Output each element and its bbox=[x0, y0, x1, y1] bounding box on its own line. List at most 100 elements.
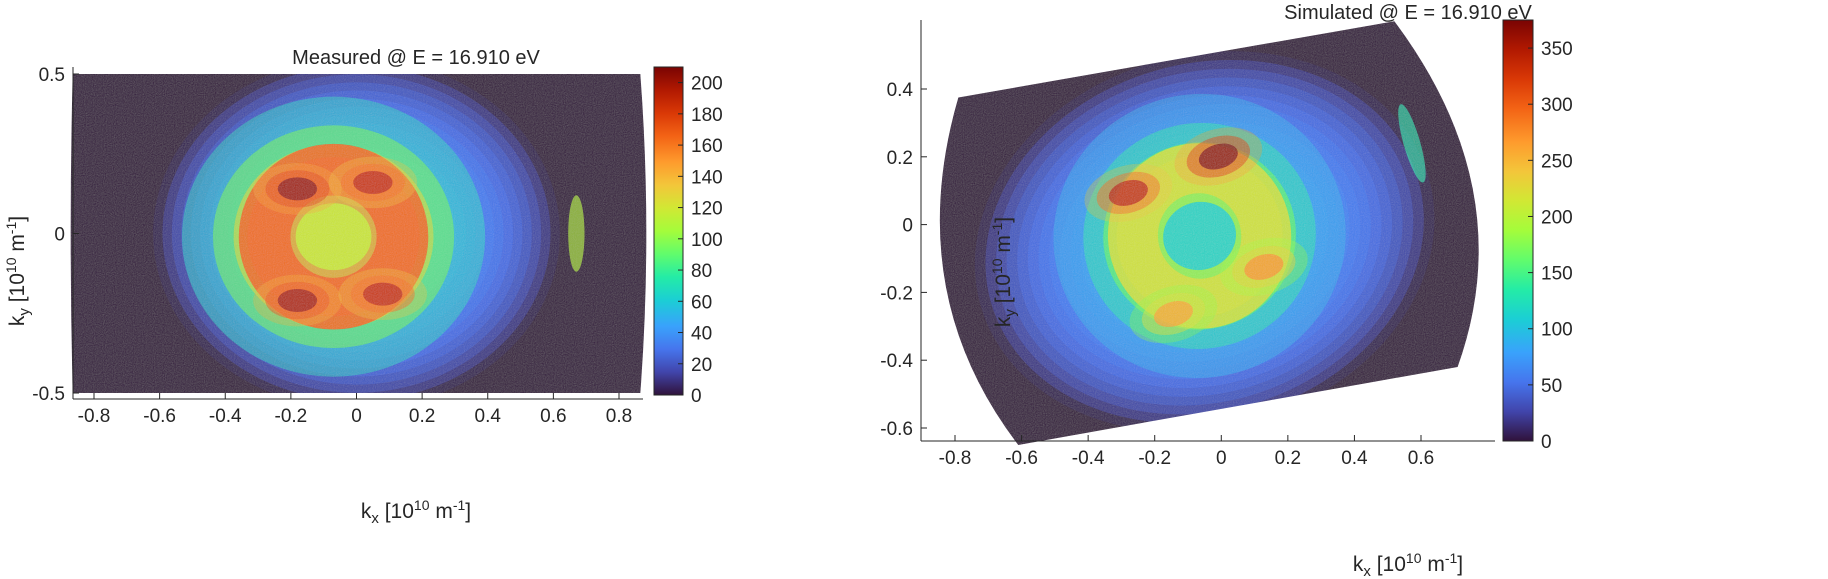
label-unit-exp: -1 bbox=[453, 497, 466, 513]
x-tick-label: 0.6 bbox=[1408, 448, 1434, 469]
label-unit-exp: -1 bbox=[989, 223, 1005, 236]
colorbar-tick-label: 100 bbox=[1541, 320, 1573, 341]
colorbar-tick-label: 100 bbox=[691, 230, 723, 251]
colorbar-tick-label: 350 bbox=[1541, 39, 1573, 60]
label-sub: x bbox=[1363, 563, 1371, 579]
label-exp: 10 bbox=[414, 497, 430, 513]
x-tick-label: 0 bbox=[1216, 448, 1227, 469]
simulated-y-label: ky [1010 m-1] bbox=[989, 217, 1019, 327]
label-unit-prefix: [10 bbox=[6, 273, 29, 308]
colorbar-tick-label: 0 bbox=[1541, 432, 1552, 453]
x-tick-label: 0.2 bbox=[409, 406, 435, 427]
label-exp: 10 bbox=[1406, 550, 1422, 566]
edge-highlight bbox=[568, 195, 585, 272]
label-close: ] bbox=[465, 500, 471, 523]
label-exp: 10 bbox=[3, 257, 19, 273]
simulated-y-ticks: -0.6 -0.4 -0.2 0 0.2 0.4 bbox=[880, 80, 927, 440]
x-tick-label: -0.8 bbox=[939, 448, 972, 469]
y-tick-label: -0.6 bbox=[880, 419, 913, 440]
measured-x-label: kx [1010 m-1] bbox=[361, 497, 471, 527]
x-tick-label: 0.4 bbox=[1341, 448, 1368, 469]
simulated-x-label: kx [1010 m-1] bbox=[1353, 550, 1463, 579]
edge-highlight bbox=[1398, 104, 1426, 183]
label-base: k bbox=[992, 316, 1015, 327]
colorbar-tick-label: 160 bbox=[691, 136, 723, 157]
colorbar-tick-label: 300 bbox=[1541, 95, 1573, 116]
colorbar-tick-label: 250 bbox=[1541, 151, 1573, 172]
label-close: ] bbox=[1457, 553, 1463, 576]
x-tick-label: 0.8 bbox=[606, 406, 632, 427]
x-tick-label: -0.2 bbox=[1138, 448, 1171, 469]
y-tick-label: 0.5 bbox=[39, 65, 65, 86]
x-tick-label: -0.6 bbox=[1005, 448, 1038, 469]
y-tick-label: -0.5 bbox=[32, 384, 65, 405]
colorbar-gradient bbox=[1502, 19, 1534, 442]
y-tick-label: -0.4 bbox=[880, 351, 913, 372]
x-tick-label: 0.4 bbox=[475, 406, 502, 427]
label-close: ] bbox=[6, 216, 29, 222]
label-unit: m bbox=[6, 234, 29, 257]
simulated-panel: Simulated @ E = 16.910 eV -0.8 -0.6 -0.4 -0… bbox=[880, 2, 1573, 579]
colorbar-tick-label: 80 bbox=[691, 261, 712, 282]
measured-y-ticks: -0.5 0 0.5 bbox=[32, 65, 79, 405]
label-unit-exp: -1 bbox=[3, 222, 19, 235]
bright-lobe bbox=[363, 282, 403, 306]
simulated-heatmap bbox=[939, 21, 1479, 445]
heatmap-intensity-layers bbox=[153, 74, 585, 393]
colorbar-tick-label: 0 bbox=[691, 386, 702, 407]
label-sub: y bbox=[16, 308, 33, 316]
label-unit: m bbox=[1421, 553, 1444, 576]
colorbar-tick-label: 60 bbox=[691, 292, 712, 313]
label-close: ] bbox=[992, 217, 1015, 223]
simulated-colorbar: 0 50 100 150 200 250 300 350 bbox=[1502, 19, 1573, 453]
colorbar-gradient bbox=[653, 66, 684, 396]
bright-lobe bbox=[1153, 301, 1193, 327]
measured-panel: Measured @ E = 16.910 eV -0.8 -0.6 -0.4 -0.… bbox=[3, 47, 723, 527]
bright-lobe bbox=[1108, 179, 1148, 206]
x-tick-label: -0.2 bbox=[275, 406, 308, 427]
colorbar-tick-label: 150 bbox=[1541, 264, 1573, 285]
colorbar-tick-label: 120 bbox=[691, 199, 723, 220]
colorbar-tick-label: 20 bbox=[691, 355, 712, 376]
label-unit-prefix: [10 bbox=[992, 274, 1015, 309]
y-tick-label: 0 bbox=[54, 225, 65, 246]
measured-colorbar: 0 20 40 60 80 100 120 140 160 180 200 bbox=[653, 66, 723, 407]
y-tick-label: 0 bbox=[902, 216, 913, 237]
x-tick-label: 0.6 bbox=[540, 406, 566, 427]
bright-lobe bbox=[1198, 143, 1238, 170]
bright-lobe bbox=[277, 177, 318, 201]
colorbar-tick-label: 50 bbox=[1541, 376, 1562, 397]
label-unit-exp: -1 bbox=[1445, 550, 1458, 566]
simulated-axes bbox=[920, 20, 1495, 442]
label-sub: x bbox=[371, 510, 379, 527]
y-tick-label: 0.4 bbox=[887, 80, 914, 101]
colorbar-tick-label: 140 bbox=[691, 167, 723, 188]
measured-title: Measured @ E = 16.910 eV bbox=[292, 47, 540, 69]
heatmap-intensity-layers bbox=[974, 51, 1435, 432]
label-base: k bbox=[1353, 553, 1364, 576]
measured-y-label: ky [1010 m-1] bbox=[3, 216, 33, 326]
label-unit: m bbox=[992, 235, 1015, 258]
center-region bbox=[295, 203, 372, 271]
colorbar-tick-label: 40 bbox=[691, 324, 712, 345]
colorbar-tick-label: 200 bbox=[1541, 207, 1573, 228]
y-tick-label: -0.2 bbox=[880, 283, 913, 304]
x-tick-label: -0.8 bbox=[78, 406, 111, 427]
bright-lobe bbox=[1244, 253, 1284, 280]
label-base: k bbox=[361, 500, 372, 523]
bright-lobe bbox=[277, 289, 318, 312]
x-tick-label: -0.4 bbox=[1072, 448, 1105, 469]
measured-x-ticks: -0.8 -0.6 -0.4 -0.2 0 0.2 0.4 0.6 0.8 bbox=[78, 393, 632, 427]
x-tick-label: -0.6 bbox=[143, 406, 176, 427]
label-sub: y bbox=[1002, 309, 1019, 317]
bright-lobe bbox=[353, 170, 393, 194]
simulated-title: Simulated @ E = 16.910 eV bbox=[1284, 2, 1532, 24]
simulated-x-ticks: -0.8 -0.6 -0.4 -0.2 0 0.2 0.4 0.6 bbox=[939, 435, 1434, 469]
label-unit-prefix: [10 bbox=[379, 500, 414, 523]
label-unit-prefix: [10 bbox=[1371, 553, 1406, 576]
colorbar-tick-label: 200 bbox=[691, 74, 723, 95]
x-tick-label: 0 bbox=[351, 406, 362, 427]
measured-heatmap bbox=[70, 74, 647, 393]
label-base: k bbox=[6, 315, 29, 326]
